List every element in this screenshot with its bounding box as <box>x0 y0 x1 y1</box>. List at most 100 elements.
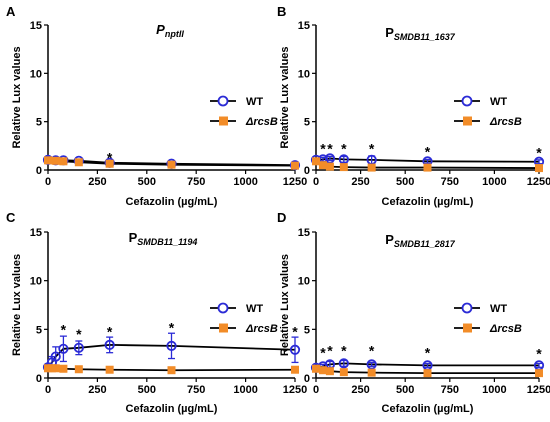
panel-c-point-rcsb <box>51 364 60 373</box>
panel-a-letter: A <box>6 4 16 19</box>
panel-d-xtick-label: 1000 <box>482 384 506 396</box>
panel-b-asterisk: * <box>369 141 375 157</box>
panel-b-asterisk: * <box>425 144 431 160</box>
panel-d-point-wt <box>533 360 545 371</box>
panel-d-asterisk: * <box>536 346 542 362</box>
panel-d-asterisk: * <box>369 343 375 359</box>
panel-d-ytick-label: 0 <box>304 373 310 385</box>
panel-d-legend-label-wt: WT <box>490 303 507 315</box>
panel-b-point-rcsb <box>535 164 543 173</box>
panel-d-title-sub: SMDB11_2817 <box>394 239 456 249</box>
panel-d-point-rcsb <box>312 364 320 373</box>
panel-b-xtick-label: 750 <box>441 176 459 188</box>
panel-b-asterisk: * <box>536 145 542 161</box>
panel-b-ytick-label: 0 <box>304 165 310 177</box>
panel-d-xtick-label: 750 <box>441 384 459 396</box>
panel-d-point-rcsb <box>339 368 348 377</box>
panel-d-point-wt <box>366 359 377 370</box>
panel-b-legend-marker-wt <box>461 95 473 107</box>
panel-a-ytick-label: 15 <box>30 20 42 32</box>
panel-a-xtick-label: 750 <box>187 176 205 188</box>
panel-d-point-rcsb <box>367 368 376 377</box>
panel-c-xtick-label: 250 <box>88 384 106 396</box>
panel-d-title-main: P <box>385 232 394 247</box>
panel-a-legend-marker-rcsb <box>219 116 228 126</box>
panel-a-point-rcsb <box>74 158 83 167</box>
panel-c-xtick-label: 750 <box>187 384 205 396</box>
panel-b-point-rcsb <box>325 162 334 171</box>
panel-d-ytick-label: 15 <box>298 227 310 239</box>
panel-d-point-rcsb <box>318 366 327 375</box>
panel-b-xtick-label: 500 <box>396 176 414 188</box>
panel-b-title-main: P <box>385 25 394 40</box>
panel-a-ytick-label: 10 <box>30 68 42 80</box>
panel-a-title-sub: nptII <box>165 29 184 39</box>
panel-b-ylabel: Relative Lux values <box>279 46 291 148</box>
panel-c-ytick-label: 15 <box>30 227 42 239</box>
panel-a-legend-label-wt: WT <box>246 96 263 108</box>
panel-d-xlabel: Cefazolin (µg/mL) <box>382 403 474 415</box>
panel-c-point-wt <box>289 344 301 355</box>
panel-a-xtick-label: 500 <box>138 176 156 188</box>
panel-b-title-sub: SMDB11_1637 <box>394 32 456 42</box>
panel-c-title: PSMDB11_1194 <box>129 230 198 247</box>
panel-b-ytick-label: 5 <box>304 117 310 129</box>
panel-c-point-rcsb <box>59 364 68 373</box>
panel-c-point-rcsb <box>74 365 83 374</box>
panel-b-xtick-label: 0 <box>313 176 319 188</box>
panel-d-xtick-label: 1250 <box>527 384 550 396</box>
panel-c-xtick-label: 500 <box>138 384 156 396</box>
panel-c-ytick-label: 5 <box>36 324 42 336</box>
panel-d-ytick-label: 5 <box>304 324 310 336</box>
panel-b-legend-label-rcsb: ΔrcsB <box>489 116 522 128</box>
panel-b-point-rcsb <box>312 157 320 166</box>
panel-c-asterisk: * <box>61 321 67 337</box>
panel-a-ylabel: Relative Lux values <box>11 46 23 148</box>
panel-d-asterisk: * <box>320 345 326 361</box>
panel-a-ytick-label: 0 <box>36 165 42 177</box>
panel-b-point-rcsb <box>339 163 348 172</box>
panel-a-ytick-label: 5 <box>36 117 42 129</box>
panel-d-xtick-label: 500 <box>396 384 414 396</box>
panel-d-asterisk: * <box>341 343 347 359</box>
panel-c-legend-label-rcsb: ΔrcsB <box>245 323 278 335</box>
panel-c-asterisk: * <box>76 326 82 342</box>
panel-b-legend-marker-rcsb <box>463 116 472 126</box>
panel-d-point-wt <box>422 360 433 371</box>
panel-c-asterisk: * <box>169 319 175 335</box>
panel-b-asterisk: * <box>341 141 347 157</box>
panel-d-point-rcsb <box>325 367 334 376</box>
panel-a-xlabel: Cefazolin (µg/mL) <box>126 196 218 208</box>
panel-c-ytick-label: 0 <box>36 373 42 385</box>
panel-d-ytick-label: 10 <box>298 276 310 288</box>
panel-a-point-rcsb <box>105 159 114 168</box>
panel-a-point-rcsb <box>44 156 52 165</box>
panel-c-legend-marker-rcsb <box>219 323 228 333</box>
panel-d-point-rcsb <box>423 369 432 378</box>
panel-b-xtick-label: 1250 <box>527 176 550 188</box>
panel-c-asterisk: * <box>107 323 113 339</box>
panel-b-point-rcsb <box>423 163 432 172</box>
panel-c-point-rcsb <box>105 365 114 374</box>
panel-c-letter: C <box>6 210 16 225</box>
panel-d-point-wt <box>338 358 349 369</box>
panel-a-xtick-label: 250 <box>88 176 106 188</box>
panel-c-xtick-label: 1000 <box>233 384 257 396</box>
panel-a-title: PnptII <box>156 22 184 39</box>
panel-c-point-rcsb <box>291 365 299 374</box>
panel-c-ytick-label: 10 <box>30 276 42 288</box>
panel-b-point-rcsb <box>367 163 376 172</box>
panel-a-asterisk: * <box>107 149 113 165</box>
panel-d-asterisk: * <box>327 343 333 359</box>
panel-b-asterisk: * <box>327 141 333 157</box>
panel-c-legend-label-wt: WT <box>246 303 263 315</box>
panel-c-ylabel: Relative Lux values <box>11 254 23 356</box>
panel-a-xtick-label: 0 <box>45 176 51 188</box>
panel-a-legend-label-rcsb: ΔrcsB <box>245 116 278 128</box>
panel-b-ytick-label: 10 <box>298 68 310 80</box>
panel-b-point-rcsb <box>318 161 327 170</box>
panel-c-title-sub: SMDB11_1194 <box>137 237 197 247</box>
panel-b-xtick-label: 250 <box>351 176 369 188</box>
panel-c-xlabel: Cefazolin (µg/mL) <box>126 403 218 415</box>
